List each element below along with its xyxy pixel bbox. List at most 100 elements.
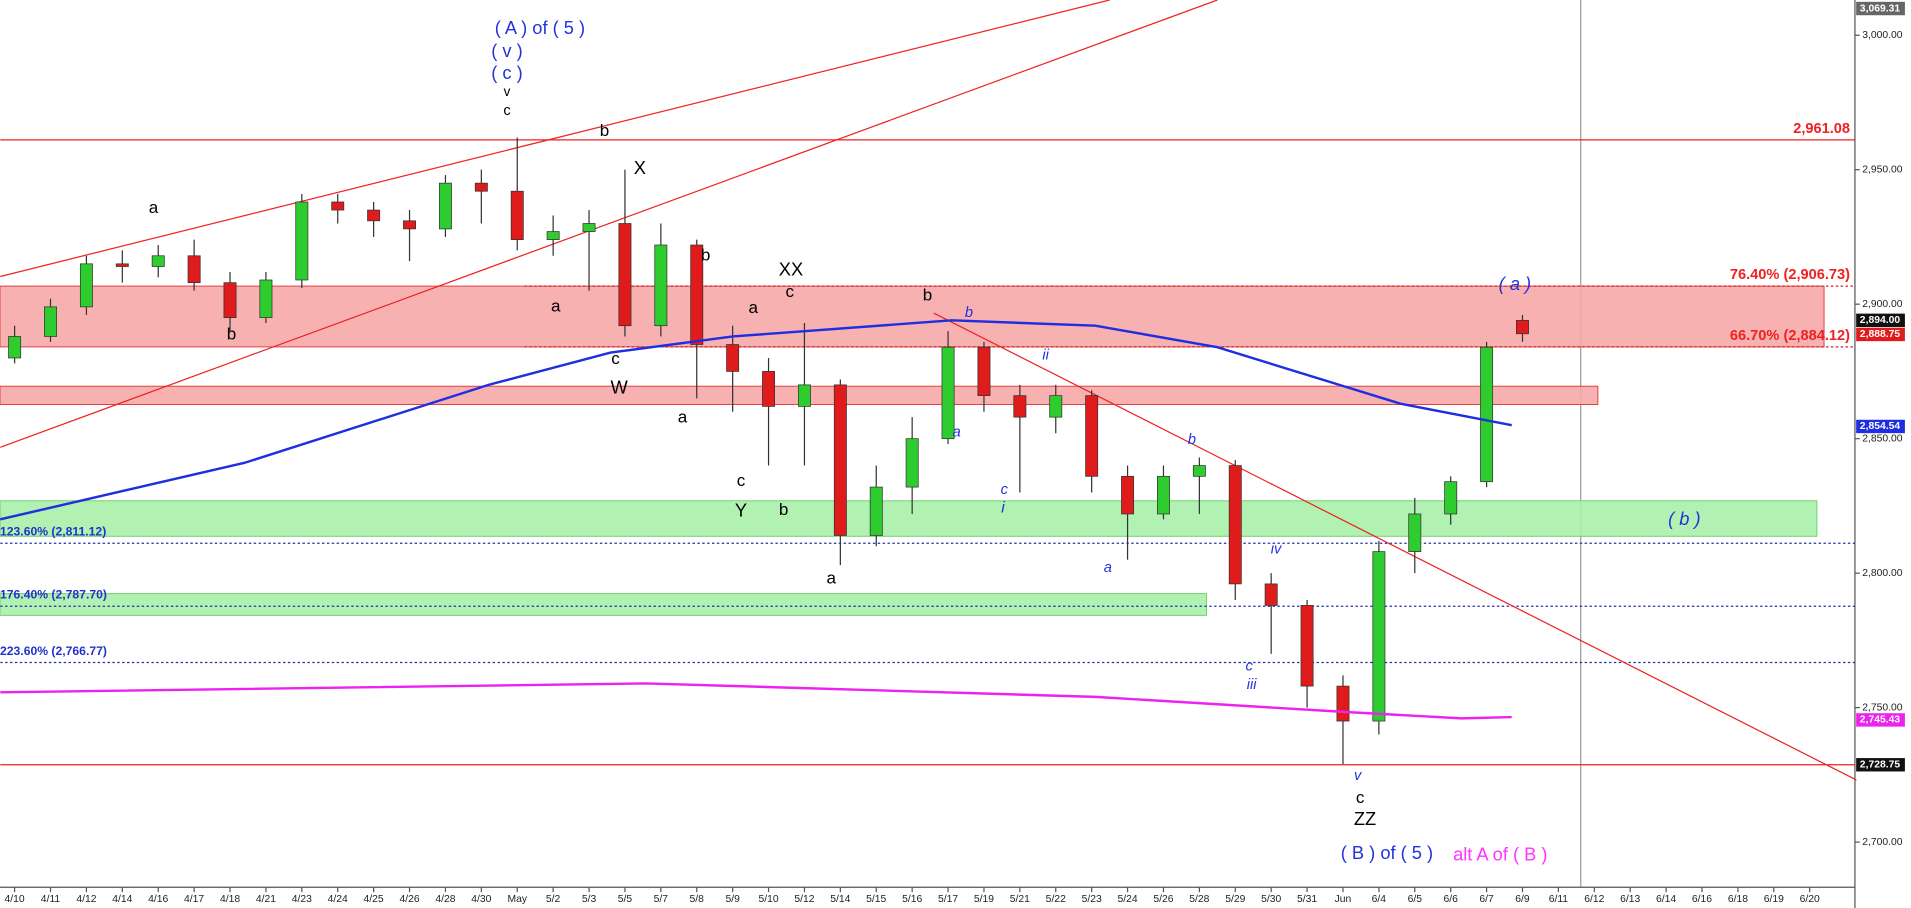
y-tick-label: 2,700.00: [1862, 837, 1903, 848]
candle-body: [905, 438, 919, 488]
levels: [0, 139, 1855, 766]
candles: [8, 137, 1529, 765]
x-tick-label: 5/3: [582, 894, 597, 905]
x-tick-label: 4/11: [41, 894, 61, 905]
price-tag-label: 2,888.75: [1860, 329, 1901, 340]
y-tick-label: 2,750.00: [1862, 702, 1903, 713]
candle-body: [1264, 583, 1278, 606]
wave-label: c: [1356, 788, 1365, 807]
price-tag-label: 2,894.00: [1860, 315, 1901, 326]
candle-body: [869, 486, 883, 536]
candle-body: [187, 255, 201, 284]
trend-line: [0, 0, 1110, 278]
x-tick-label: 4/14: [112, 894, 132, 905]
wave-label: iii: [1247, 677, 1257, 693]
candle-body: [1372, 551, 1386, 722]
x-tick-label: 5/9: [725, 894, 740, 905]
candle-body: [1444, 481, 1458, 515]
x-tick-label: 5/5: [618, 894, 633, 905]
fib-label: 223.60% (2,766.77): [0, 644, 107, 658]
wave-label: a: [551, 297, 561, 316]
candle-body: [690, 244, 704, 345]
candle-body: [1157, 475, 1170, 515]
candle-body: [44, 306, 57, 337]
x-tick-label: 6/4: [1372, 894, 1387, 905]
wave-label: c: [1001, 482, 1009, 498]
y-tick-label: 2,850.00: [1862, 433, 1903, 444]
fib-label: 2,961.08: [1793, 121, 1850, 137]
x-tick-label: 5/10: [758, 894, 778, 905]
zone: [0, 285, 1825, 348]
x-tick-label: 5/16: [902, 894, 922, 905]
price-tag-label: 2,745.43: [1860, 715, 1901, 726]
candle-body: [1300, 605, 1314, 687]
fib-label: 76.40% (2,906.73): [1730, 267, 1850, 283]
x-tick-label: 5/23: [1082, 894, 1102, 905]
x-tick-label: 4/24: [328, 894, 348, 905]
x-tick-label: 5/15: [866, 894, 886, 905]
wave-label: ( v ): [491, 40, 522, 61]
wave-label: c: [737, 471, 746, 490]
axis: 2,700.00 2,750.00 2,800.00 2,850.00 2,900.00…: [5, 1, 1905, 905]
x-tick-label: 4/17: [184, 894, 204, 905]
candle-body: [546, 231, 560, 241]
candle-body: [1336, 685, 1350, 722]
candle-body: [1121, 475, 1135, 515]
wave-label: W: [611, 377, 629, 398]
wave-label: alt A of ( B ): [1453, 843, 1547, 864]
y-tick-label: 2,800.00: [1862, 568, 1903, 579]
fib-label: 123.60% (2,811.12): [0, 524, 106, 538]
wave-label: b: [701, 245, 710, 264]
wave-label: v: [504, 84, 511, 99]
candle-body: [726, 344, 740, 372]
fib-label: 66.70% (2,884.12): [1730, 328, 1850, 344]
x-tick-label: May: [507, 894, 527, 905]
x-tick-label: 5/24: [1117, 894, 1137, 905]
x-tick-label: 4/16: [148, 894, 168, 905]
wave-label: b: [923, 286, 932, 305]
x-tick-label: 6/6: [1443, 894, 1458, 905]
wave-label: b: [1188, 432, 1196, 448]
candle-body: [295, 201, 309, 281]
moving-average: [0, 319, 1512, 521]
x-tick-label: 4/18: [220, 894, 240, 905]
candle-body: [403, 220, 416, 230]
x-tick-label: 6/5: [1408, 894, 1423, 905]
wave-label: a: [1104, 560, 1112, 576]
wave-label: ( B ) of ( 5 ): [1341, 842, 1433, 863]
x-tick-label: 4/21: [256, 894, 276, 905]
candle-body: [8, 336, 22, 359]
candle-body: [259, 279, 273, 319]
wave-label: iv: [1271, 542, 1282, 558]
candle-body: [977, 346, 991, 396]
y-tick-label: 2,950.00: [1862, 164, 1903, 175]
labels: 2,961.08 76.40% (2,906.73) 66.70% (2,884.1…: [0, 17, 1850, 864]
x-tick-label: 6/12: [1584, 894, 1604, 905]
x-tick-label: 6/16: [1692, 894, 1712, 905]
wave-label: a: [826, 568, 836, 587]
x-tick-label: 5/17: [938, 894, 958, 905]
wave-label: b: [965, 305, 973, 321]
candle-body: [510, 190, 524, 241]
candle-body: [1408, 513, 1422, 552]
wave-label: c: [611, 349, 620, 368]
candle-body: [115, 263, 129, 267]
wave-label: b: [600, 121, 609, 140]
wave-label: ii: [1042, 348, 1049, 364]
x-tick-label: 4/30: [471, 894, 491, 905]
candle-body: [654, 244, 668, 327]
price-tag: [1856, 313, 1905, 328]
x-tick-label: 5/31: [1297, 894, 1317, 905]
price-tag: [1856, 713, 1905, 727]
zones: [0, 285, 1825, 616]
candle-body: [762, 371, 776, 407]
candle-body: [151, 255, 165, 267]
x-tick-label: 6/18: [1728, 894, 1748, 905]
wave-label: a: [953, 425, 961, 441]
x-tick-label: 4/26: [399, 894, 419, 905]
candle-body: [618, 223, 632, 327]
x-tick-label: 5/22: [1046, 894, 1066, 905]
